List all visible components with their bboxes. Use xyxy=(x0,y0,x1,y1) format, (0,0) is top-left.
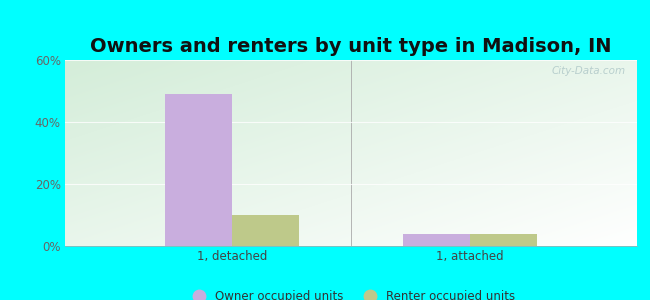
Title: Owners and renters by unit type in Madison, IN: Owners and renters by unit type in Madis… xyxy=(90,37,612,56)
Legend: Owner occupied units, Renter occupied units: Owner occupied units, Renter occupied un… xyxy=(182,285,520,300)
Text: City-Data.com: City-Data.com xyxy=(551,66,625,76)
Bar xyxy=(232,215,298,246)
Bar xyxy=(470,234,537,246)
Bar xyxy=(404,234,470,246)
Bar xyxy=(165,94,232,246)
